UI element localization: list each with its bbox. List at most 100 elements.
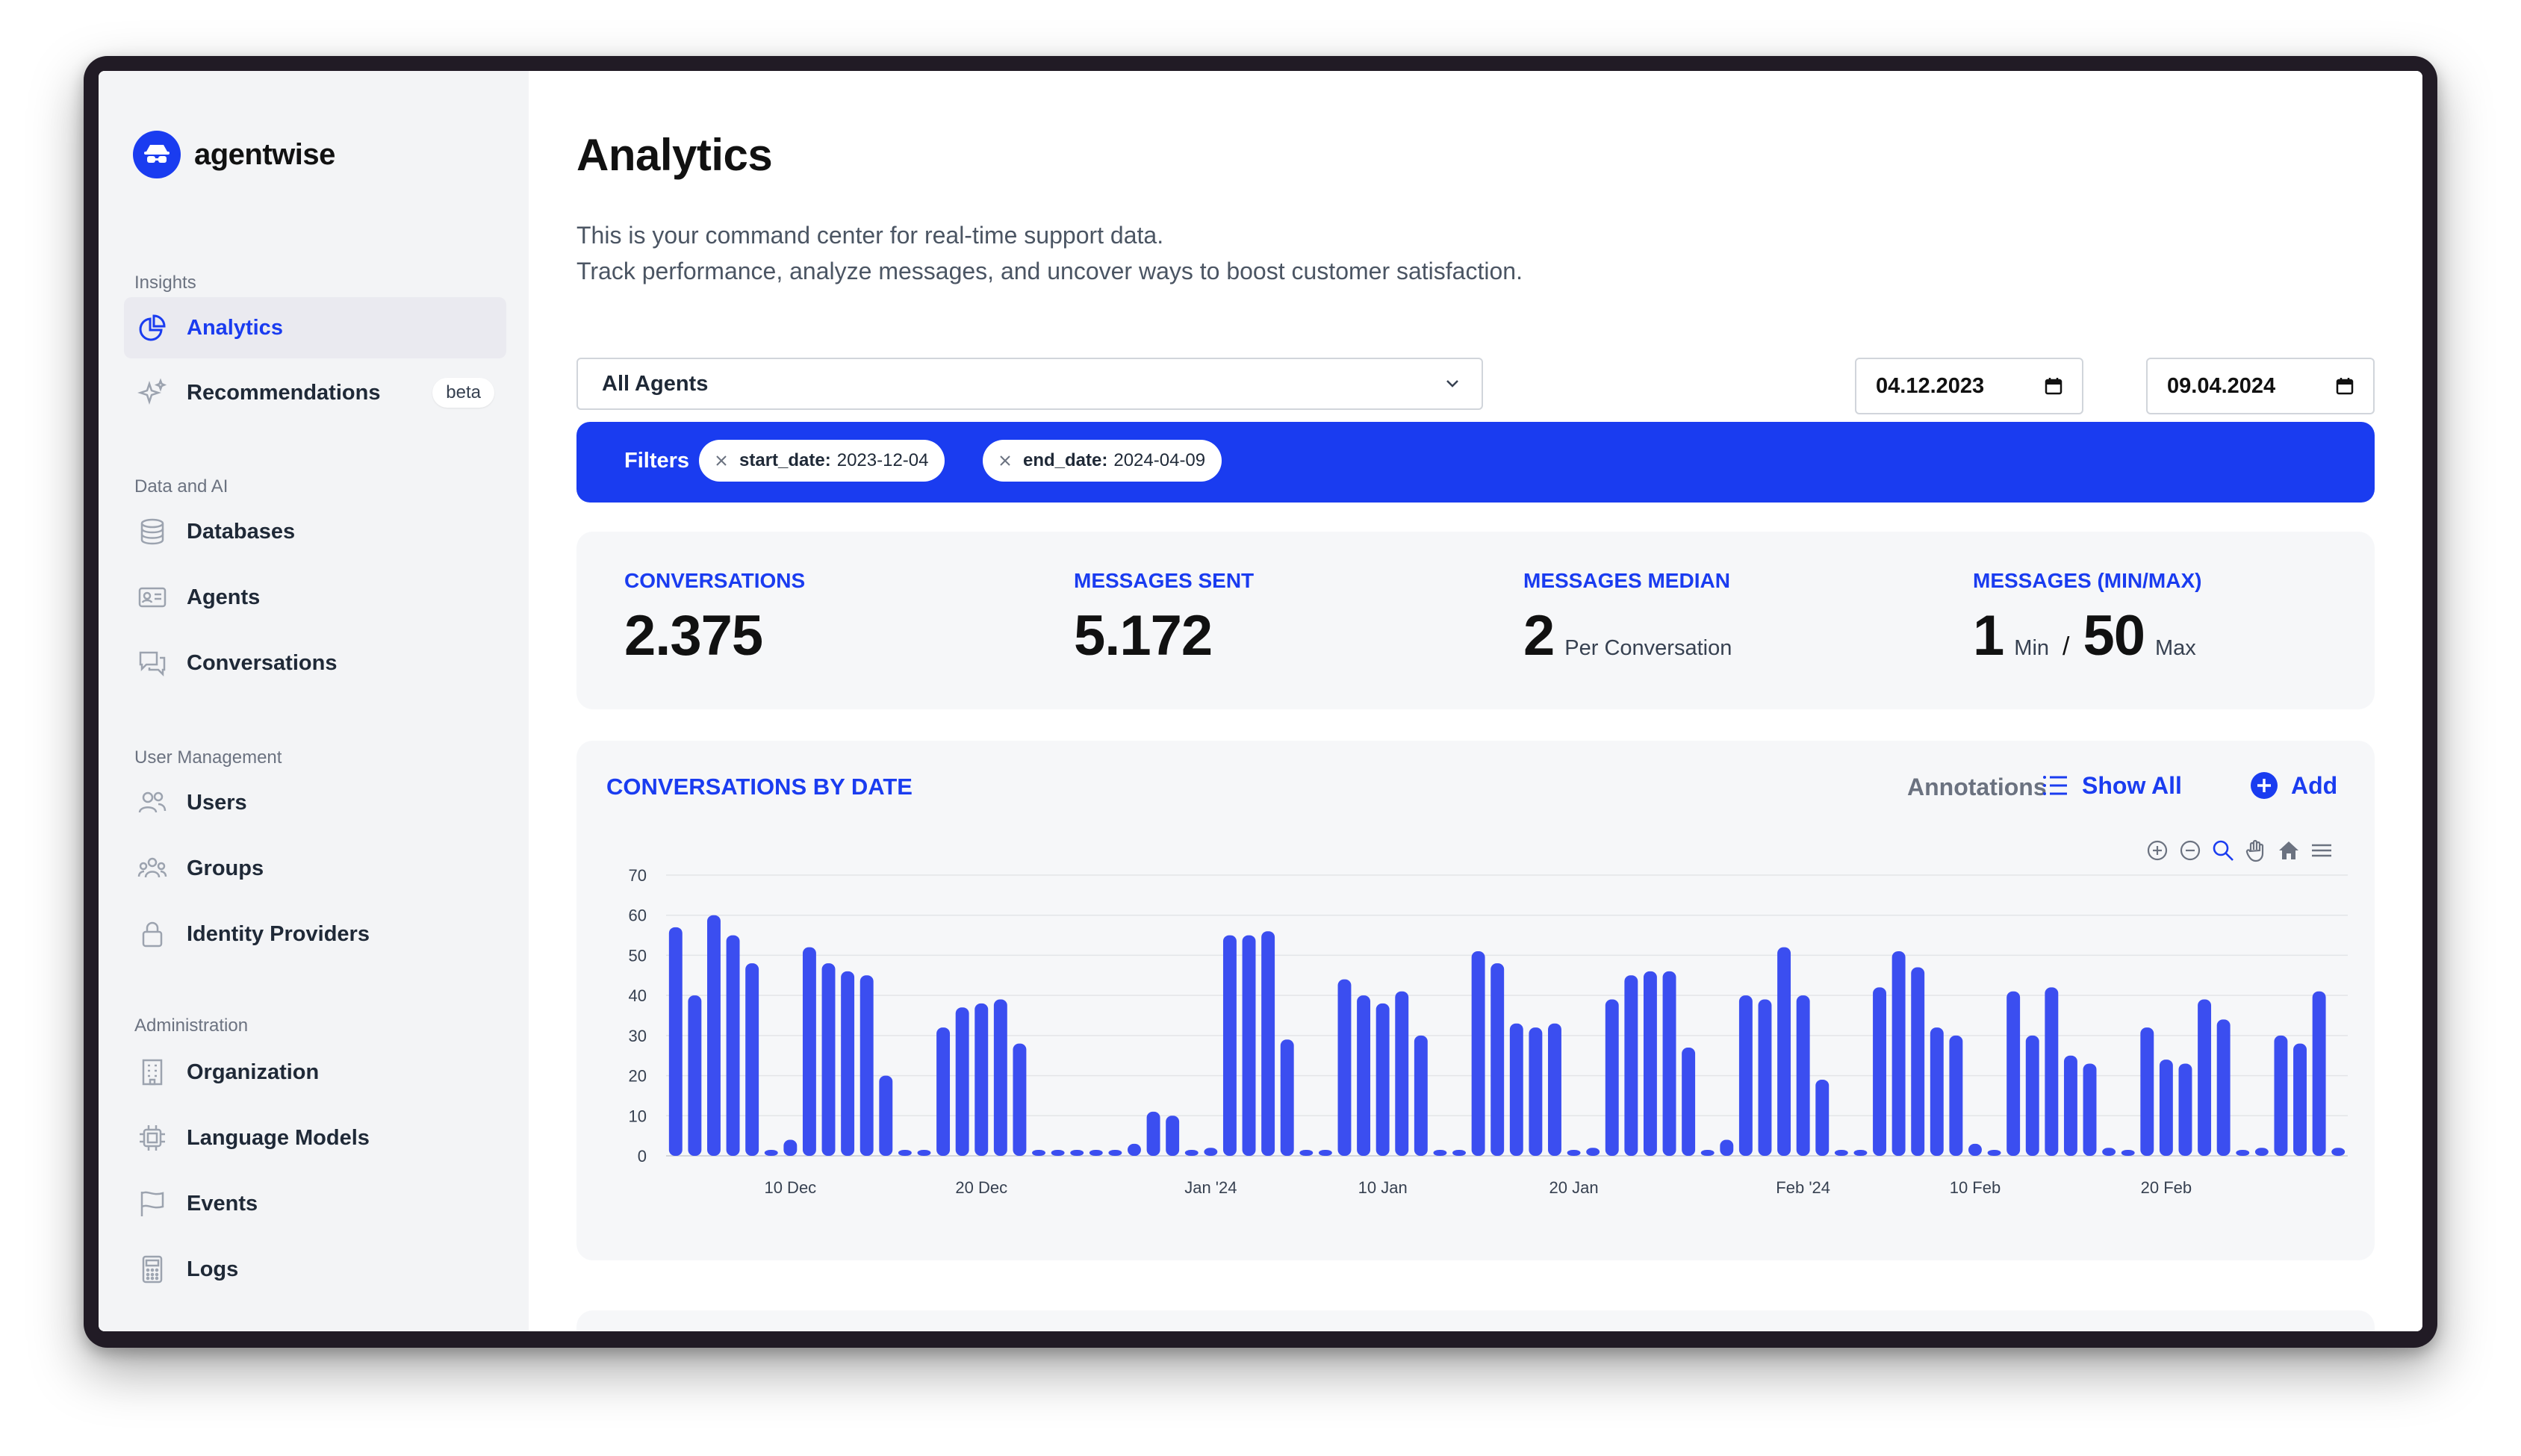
end-date-input[interactable]: 09.04.2024 <box>2146 358 2375 414</box>
chart-bar[interactable] <box>2045 987 2059 1156</box>
chart-bar[interactable] <box>1930 1027 1944 1156</box>
calendar-icon[interactable] <box>2334 376 2355 402</box>
chart-bar[interactable] <box>1280 1039 1294 1156</box>
chart-bar[interactable] <box>2102 1148 2116 1156</box>
chart-bar[interactable] <box>2274 1035 2288 1156</box>
chart-bar[interactable] <box>745 963 759 1156</box>
chart-bar[interactable] <box>668 927 683 1156</box>
chart-bar[interactable] <box>859 975 874 1156</box>
chart-bar[interactable] <box>1452 1150 1466 1156</box>
chart-bar[interactable] <box>1490 963 1505 1156</box>
chart-bar[interactable] <box>1318 1150 1332 1156</box>
sidebar-item-databases[interactable]: Databases <box>124 501 506 562</box>
sidebar-item-analytics[interactable]: Analytics <box>124 297 506 358</box>
chart-bar[interactable] <box>1834 1150 1848 1156</box>
chart-bar[interactable] <box>1815 1079 1830 1156</box>
calendar-icon[interactable] <box>2043 376 2064 402</box>
sidebar-item-recommendations[interactable]: Recommendations beta <box>124 362 506 423</box>
chart-bar[interactable] <box>841 971 855 1156</box>
chart-bar[interactable] <box>1070 1150 1084 1156</box>
chart-bar[interactable] <box>1013 1043 1027 1156</box>
chart-bar[interactable] <box>1242 935 1256 1156</box>
chart-bar[interactable] <box>1586 1148 1600 1156</box>
chart-bar[interactable] <box>764 1150 778 1156</box>
chart-bar[interactable] <box>802 947 816 1156</box>
sidebar-item-agents[interactable]: Agents <box>124 567 506 628</box>
chart-bar[interactable] <box>1357 995 1371 1156</box>
chart-bar[interactable] <box>1873 987 1886 1156</box>
chart-bar[interactable] <box>1337 979 1352 1156</box>
chart-bar[interactable] <box>1375 1003 1390 1156</box>
chart-bar[interactable] <box>2083 1063 2097 1156</box>
chart-bar[interactable] <box>1567 1150 1581 1156</box>
chart-bar[interactable] <box>2254 1148 2269 1156</box>
start-date-input[interactable]: 04.12.2023 <box>1855 358 2083 414</box>
chart-bar[interactable] <box>1968 1143 1982 1156</box>
close-icon[interactable] <box>714 453 729 468</box>
chart-bar[interactable] <box>1738 995 1753 1156</box>
filter-chip-start-date[interactable]: start_date: 2023-12-04 <box>699 440 945 482</box>
chart-bar[interactable] <box>1682 1047 1696 1156</box>
chart-bar[interactable] <box>898 1150 912 1156</box>
chart-bar[interactable] <box>917 1150 931 1156</box>
brand-logo[interactable]: agentwise <box>133 131 335 178</box>
zoom-out-icon[interactable] <box>2177 838 2203 863</box>
chart-bar[interactable] <box>2216 1019 2231 1156</box>
sidebar-item-language-models[interactable]: Language Models <box>124 1107 506 1169</box>
chart-bar[interactable] <box>2236 1150 2250 1156</box>
chart-bar[interactable] <box>1796 995 1810 1156</box>
pan-hand-icon[interactable] <box>2243 838 2269 863</box>
chart-bar[interactable] <box>1949 1035 1963 1156</box>
sidebar-item-conversations[interactable]: Conversations <box>124 632 506 694</box>
chart-bar[interactable] <box>1433 1150 1447 1156</box>
chart-bar[interactable] <box>1222 935 1237 1156</box>
chart-bar[interactable] <box>1395 991 1409 1156</box>
close-icon[interactable] <box>998 453 1013 468</box>
add-annotation-button[interactable]: Add <box>2249 771 2337 800</box>
zoom-in-icon[interactable] <box>2145 838 2170 863</box>
chart-bar[interactable] <box>2198 999 2212 1156</box>
chart-bar[interactable] <box>1700 1150 1715 1156</box>
chart-bar[interactable] <box>1509 1023 1523 1156</box>
chart-bar[interactable] <box>1184 1150 1199 1156</box>
chart-bar[interactable] <box>2293 1043 2307 1156</box>
chart-bar[interactable] <box>1108 1150 1122 1156</box>
chart-bar[interactable] <box>955 1007 969 1156</box>
chart-bar[interactable] <box>1051 1150 1065 1156</box>
chart-bar[interactable] <box>1128 1143 1141 1156</box>
chart-bar[interactable] <box>783 1139 798 1156</box>
chart-bar[interactable] <box>2140 1027 2154 1156</box>
chart-bar[interactable] <box>2121 1150 2135 1156</box>
sidebar-item-events[interactable]: Events <box>124 1173 506 1234</box>
chart-bar[interactable] <box>1662 971 1676 1156</box>
chart-bar[interactable] <box>688 995 702 1156</box>
chart-bar[interactable] <box>1204 1148 1218 1156</box>
chart-bar[interactable] <box>821 963 836 1156</box>
show-all-annotations-button[interactable]: Show All <box>2040 771 2182 800</box>
filter-chip-end-date[interactable]: end_date: 2024-04-09 <box>983 440 1222 482</box>
chart-bar[interactable] <box>1032 1150 1045 1156</box>
sidebar-item-groups[interactable]: Groups <box>124 838 506 899</box>
sidebar-item-identity-providers[interactable]: Identity Providers <box>124 903 506 965</box>
chart-bar[interactable] <box>1987 1150 2001 1156</box>
chart-bar[interactable] <box>2025 1035 2039 1156</box>
chart-bar[interactable] <box>1089 1150 1103 1156</box>
chart-bar[interactable] <box>1720 1139 1734 1156</box>
chart-bar[interactable] <box>1605 999 1619 1156</box>
chart-bar[interactable] <box>2331 1148 2346 1156</box>
chart-bar[interactable] <box>1911 967 1925 1156</box>
chart-bar[interactable] <box>1261 931 1275 1156</box>
chart-bar[interactable] <box>1548 1023 1561 1156</box>
home-reset-icon[interactable] <box>2276 838 2301 863</box>
chart-bar[interactable] <box>1414 1035 1428 1156</box>
chart-bar[interactable] <box>1471 951 1485 1156</box>
chart-bar[interactable] <box>2312 991 2326 1156</box>
chart-bar[interactable] <box>726 935 740 1156</box>
sidebar-item-users[interactable]: Users <box>124 772 506 833</box>
chart-bar[interactable] <box>1146 1111 1160 1156</box>
chart-bar[interactable] <box>1166 1116 1180 1156</box>
chart-bar[interactable] <box>1624 975 1638 1156</box>
chart-bar[interactable] <box>1891 951 1906 1156</box>
sidebar-item-organization[interactable]: Organization <box>124 1042 506 1103</box>
chart-bar[interactable] <box>879 1075 893 1156</box>
